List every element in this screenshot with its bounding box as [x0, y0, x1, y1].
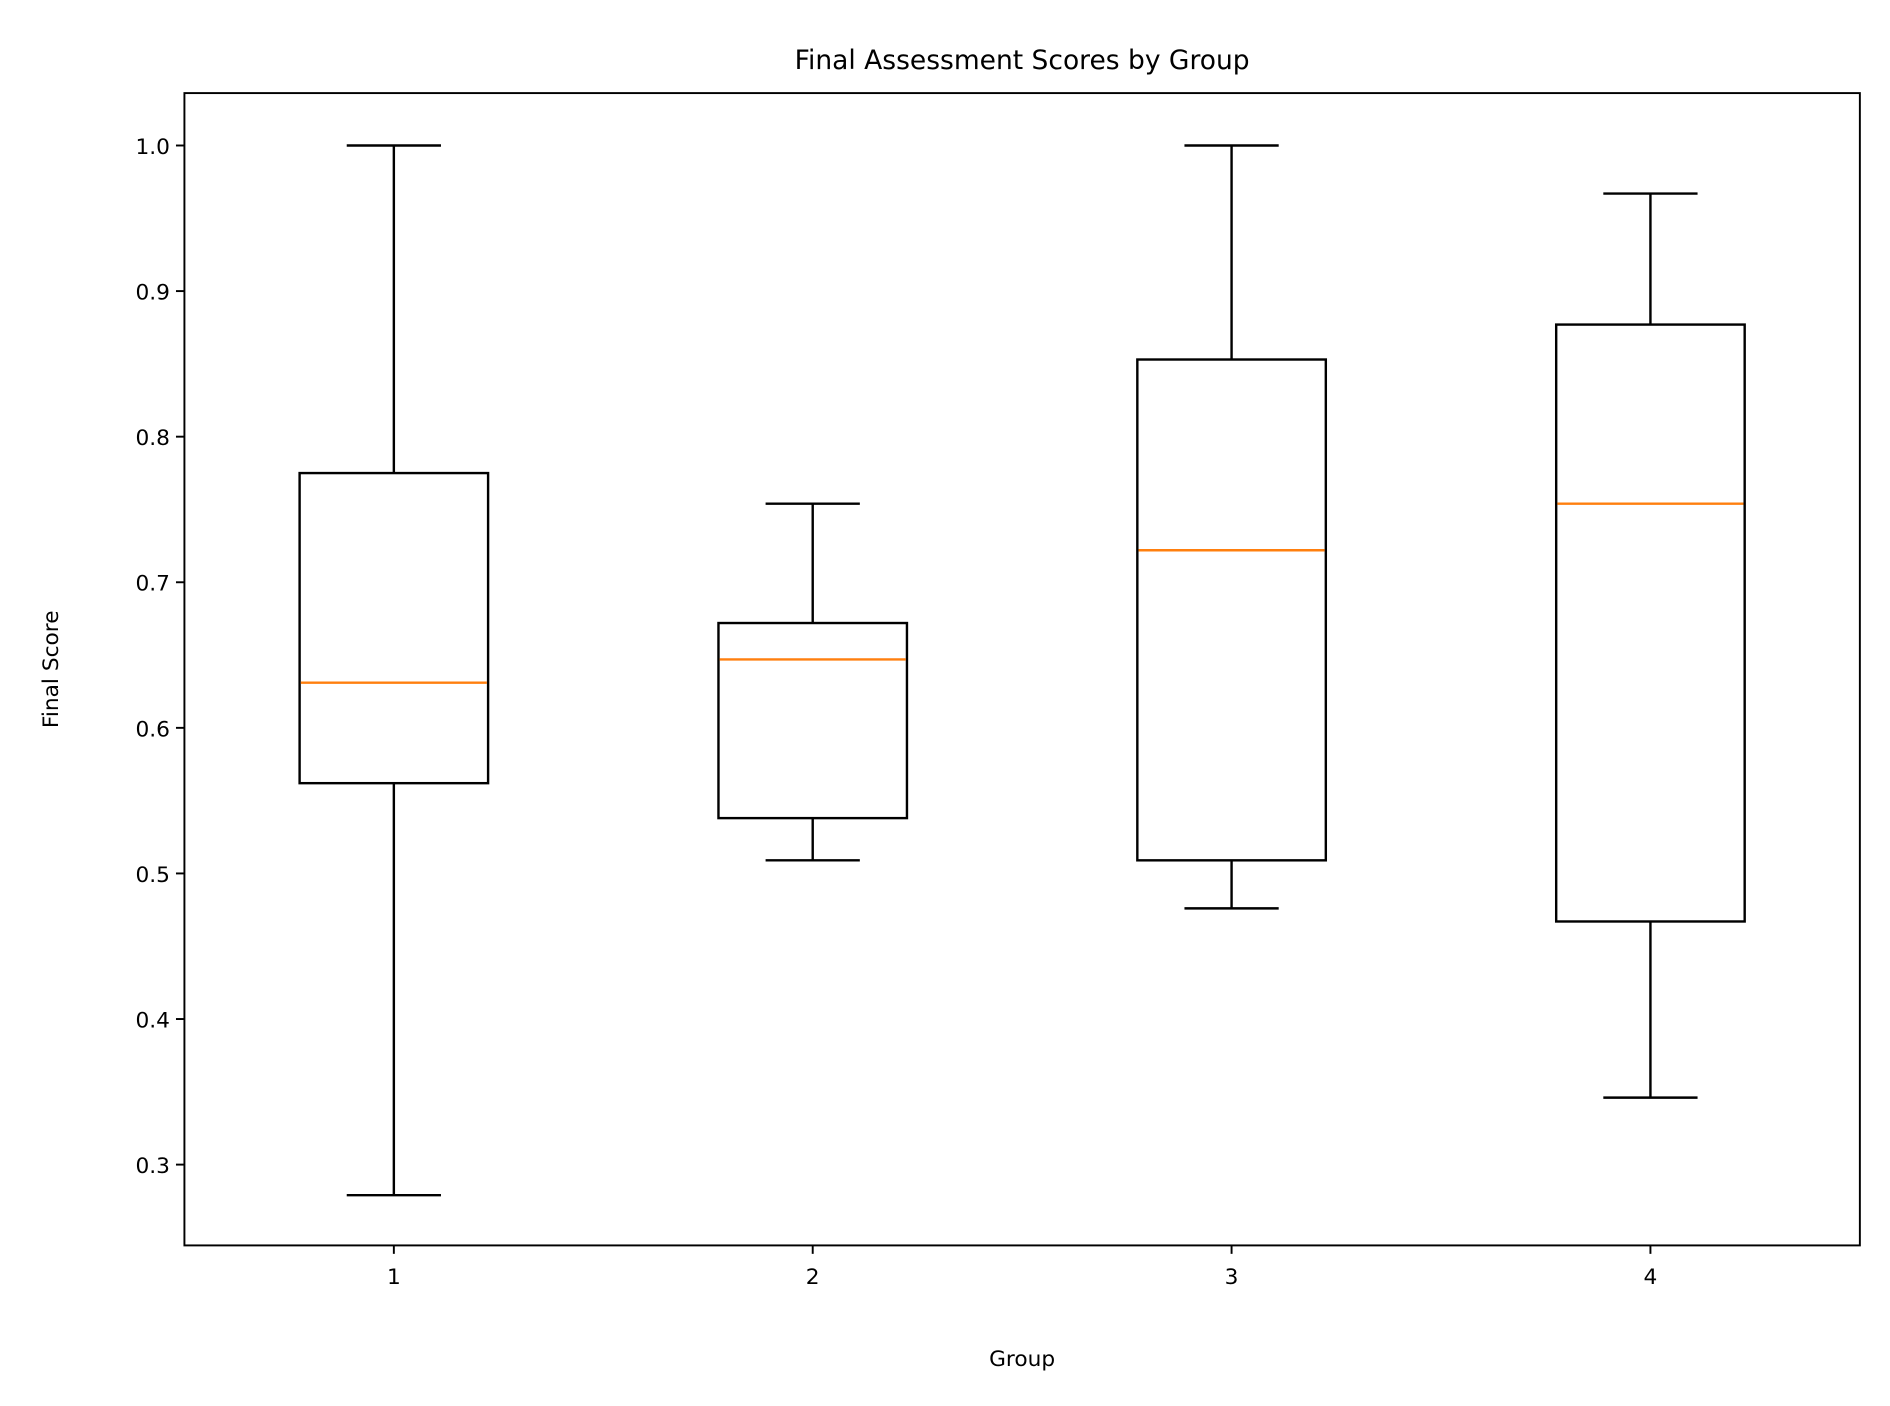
y-tick-label: 0.8 [135, 426, 169, 451]
box-iqr [298, 471, 490, 785]
x-tick-label: 1 [387, 1265, 401, 1290]
x-tick-label: 3 [1225, 1265, 1239, 1290]
y-tick-label: 0.9 [135, 281, 169, 306]
y-tick-label: 1.0 [135, 135, 169, 160]
y-tick-label: 0.3 [135, 1154, 169, 1179]
y-tick-label: 0.7 [135, 572, 169, 597]
y-tick-label: 0.4 [135, 1008, 169, 1033]
x-axis-label: Group [989, 1347, 1055, 1372]
y-tick-label: 0.6 [135, 717, 169, 742]
y-tick-label: 0.5 [135, 863, 169, 888]
x-tick-label: 4 [1644, 1265, 1658, 1290]
box-iqr [1554, 323, 1746, 923]
plot-area-frame [183, 92, 1861, 1247]
x-tick-label: 2 [806, 1265, 820, 1290]
chart-title: Final Assessment Scores by Group [795, 45, 1250, 76]
box-iqr [717, 621, 909, 820]
box-iqr [1136, 358, 1328, 862]
y-axis-label: Final Score [39, 610, 64, 728]
